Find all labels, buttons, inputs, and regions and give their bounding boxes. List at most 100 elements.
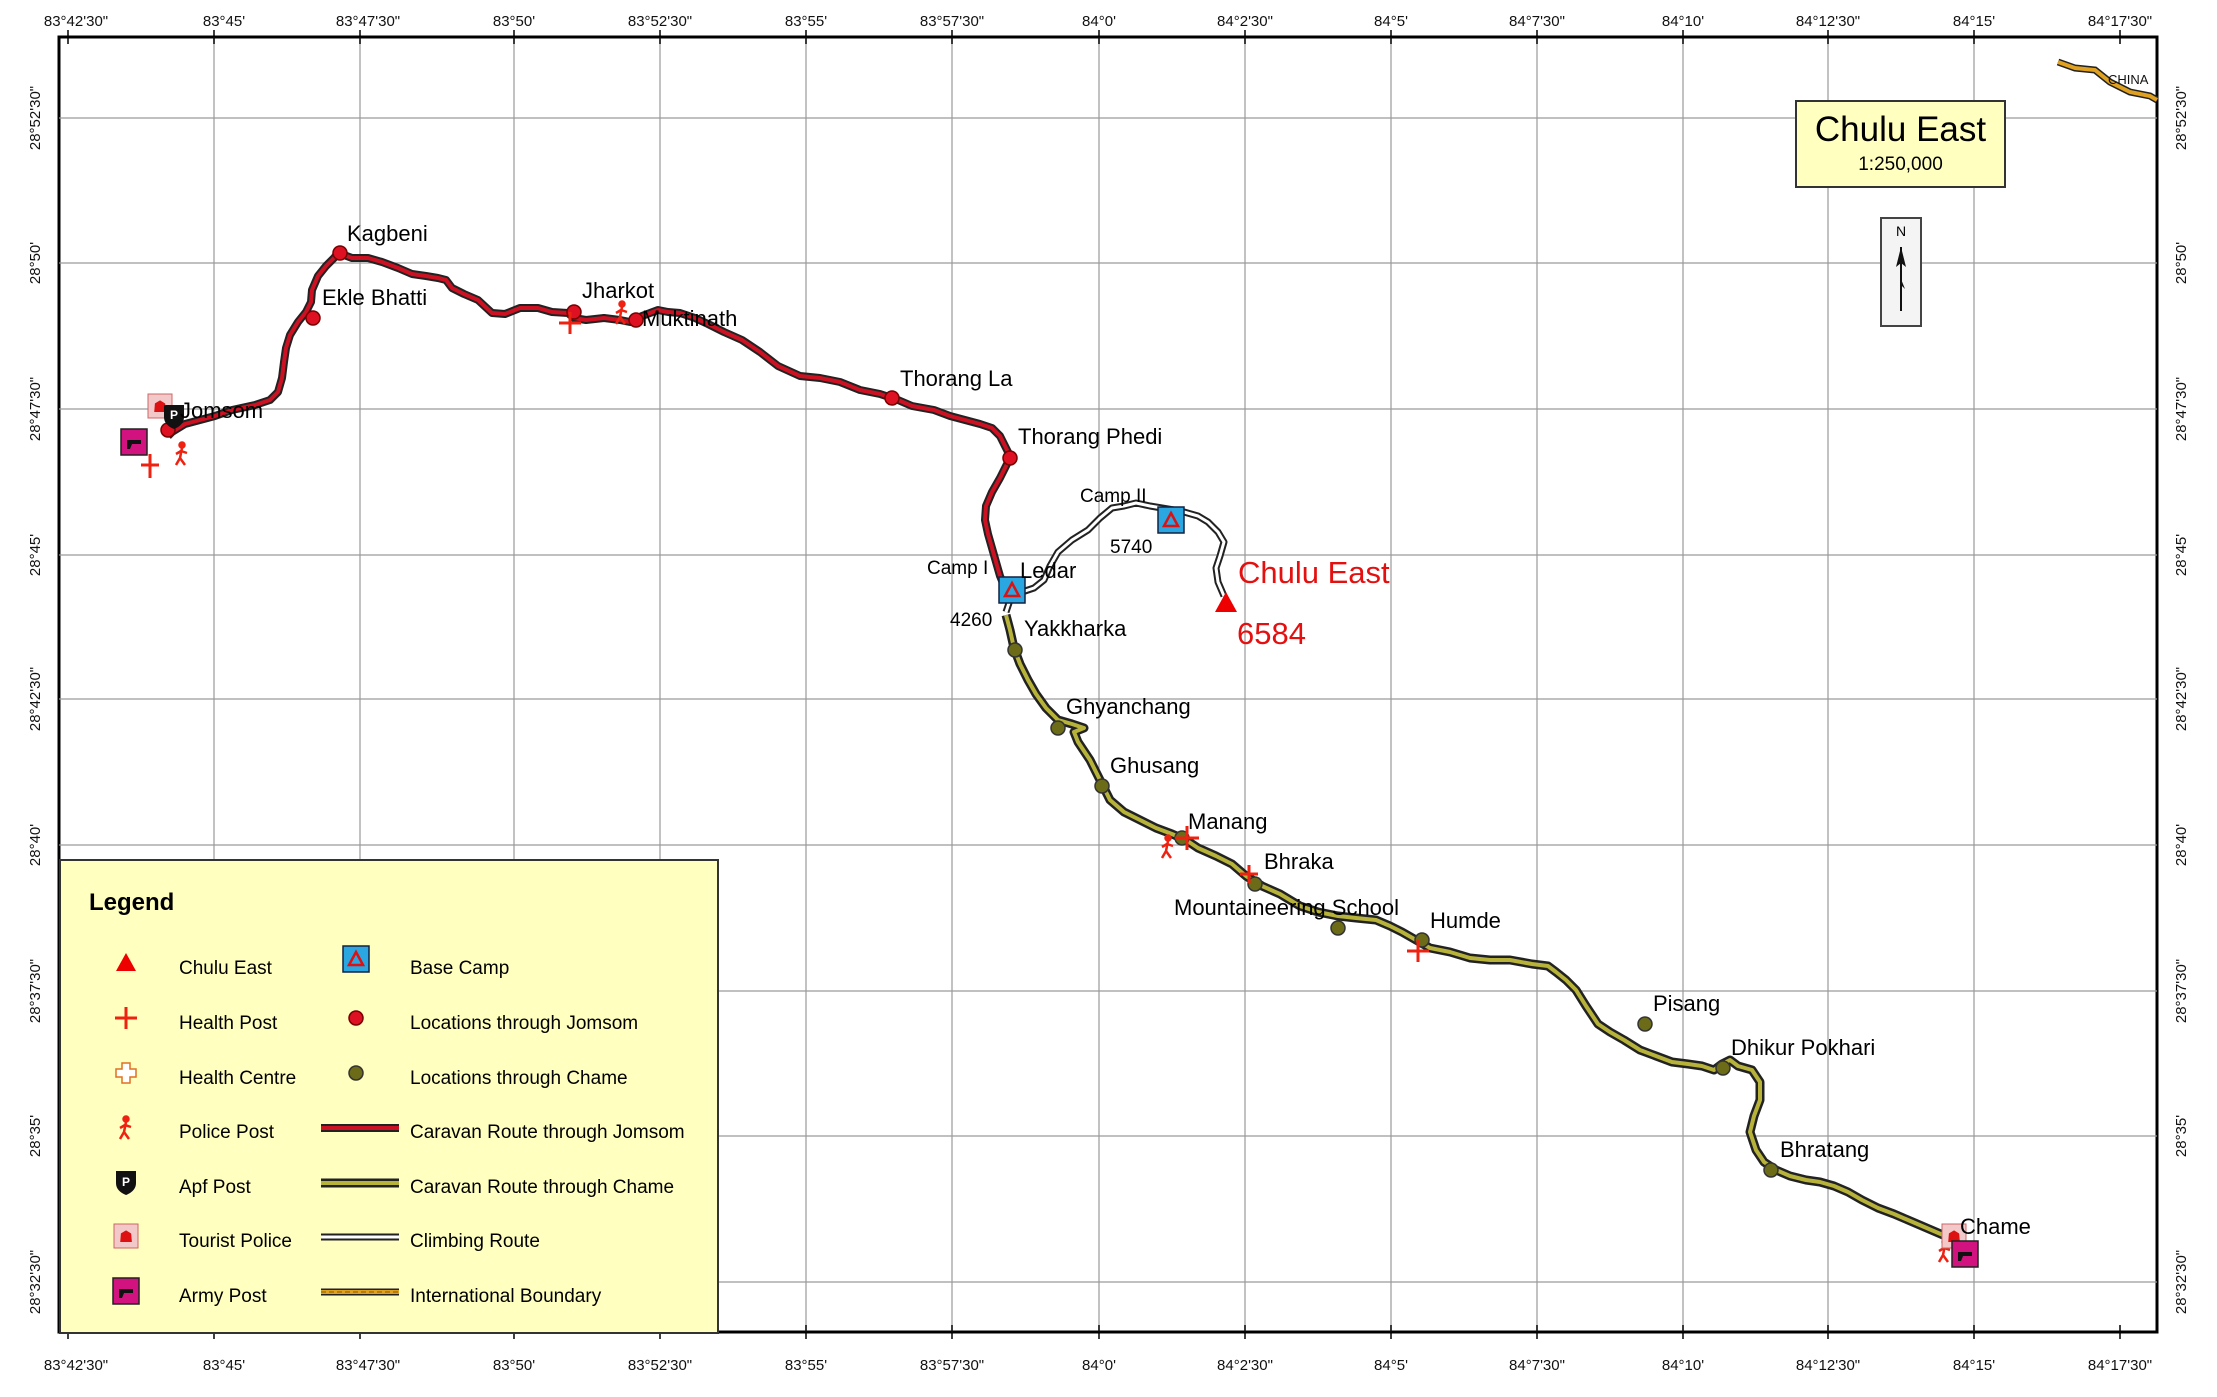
map-title-box: Chulu East 1:250,000 <box>1795 100 2006 188</box>
jomsom-locations <box>160 245 1018 466</box>
label-jharkot: Jharkot <box>582 278 654 303</box>
ghusang-marker <box>1094 778 1110 794</box>
label-ekle-bhatti: Ekle Bhatti <box>322 285 427 310</box>
svg-text:☗: ☗ <box>153 399 167 416</box>
svg-text:P: P <box>170 408 178 422</box>
label-thorang-la: Thorang La <box>900 366 1013 391</box>
army-post-icon <box>1951 1240 1979 1268</box>
place-labels: Kagbeni Ekle Bhatti Jharkot Muktinath Jo… <box>180 221 2031 1239</box>
jomsom-location-icon <box>348 1010 364 1026</box>
label-camp2: Camp II <box>1080 486 1147 507</box>
lon-tick-label: 84°7'30" <box>1509 13 1565 30</box>
dhikur-pokhari-marker <box>1715 1060 1731 1076</box>
lat-tick-label: 28°37'30" <box>2173 959 2190 1023</box>
health-centre-icon <box>115 1062 137 1084</box>
base-camp-icon <box>342 945 370 973</box>
international-boundary: CHINA <box>2056 58 2159 104</box>
lon-tick-label: 84°12'30" <box>1796 13 1860 30</box>
police-post-icon <box>614 300 628 325</box>
lon-tick-label: 84°10' <box>1662 13 1704 30</box>
label-muktinath: Muktinath <box>642 306 737 331</box>
army-post-icon <box>112 1277 140 1305</box>
lon-tick-label: 83°55' <box>785 1357 827 1374</box>
base-camps <box>998 506 1185 604</box>
lon-tick-label: 84°2'30" <box>1217 1357 1273 1374</box>
lon-tick-label: 83°42'30" <box>44 13 108 30</box>
legend-label: Base Camp <box>410 958 510 979</box>
lat-tick-label: 28°47'30" <box>2173 377 2190 441</box>
lat-tick-label: 28°40' <box>27 824 44 866</box>
police-post-icon <box>118 1115 132 1140</box>
lon-tick-label: 83°47'30" <box>336 1357 400 1374</box>
lon-tick-label: 84°0' <box>1082 1357 1116 1374</box>
lon-tick-label: 84°15' <box>1953 13 1995 30</box>
police-post-icon <box>174 441 188 466</box>
label-chame: Chame <box>1960 1214 2031 1239</box>
label-camp1: Camp I <box>927 558 988 579</box>
label-mountaineering-school: Mountaineering School <box>1174 895 1399 920</box>
peak-triangle-icon <box>1215 592 1237 612</box>
legend-panel: Legend Chulu East Health Post Health Cen… <box>59 859 719 1334</box>
legend-label: Chulu East <box>179 958 272 979</box>
lat-tick-label: 28°45' <box>2173 534 2190 576</box>
lon-tick-label: 83°57'30" <box>920 13 984 30</box>
map-title: Chulu East <box>1814 110 1987 149</box>
lat-tick-label: 28°37'30" <box>27 959 44 1023</box>
svg-text:☗: ☗ <box>119 1229 133 1246</box>
legend-label: Caravan Route through Jomsom <box>410 1122 685 1143</box>
label-thorang-phedi: Thorang Phedi <box>1018 424 1162 449</box>
bhraka-marker <box>1247 876 1263 892</box>
lon-tick-label: 84°12'30" <box>1796 1357 1860 1374</box>
lat-tick-label: 28°42'30" <box>27 667 44 731</box>
health-post-icon <box>115 1007 137 1029</box>
lon-labels-top: 83°42'30" 83°45' 83°47'30" 83°50' 83°52'… <box>44 13 2152 30</box>
bhratang-marker <box>1763 1162 1779 1178</box>
legend-title: Legend <box>89 889 175 916</box>
label-bhratang: Bhratang <box>1780 1137 1869 1162</box>
legend-label: Police Post <box>179 1122 275 1143</box>
peak-marker: Chulu East 6584 <box>1215 555 1390 651</box>
legend-label: Locations through Jomsom <box>410 1013 639 1034</box>
climbing-route <box>1002 499 1228 614</box>
chame-location-icon <box>348 1065 364 1081</box>
lon-tick-label: 83°47'30" <box>336 13 400 30</box>
north-label: N <box>1895 223 1907 239</box>
lat-tick-label: 28°47'30" <box>27 377 44 441</box>
lat-tick-label: 28°52'30" <box>27 86 44 150</box>
label-pisang: Pisang <box>1653 991 1720 1016</box>
lat-tick-label: 28°32'30" <box>2173 1250 2190 1314</box>
tourist-police-icon: ☗ <box>113 1223 139 1249</box>
label-humde: Humde <box>1430 908 1501 933</box>
lon-tick-label: 84°0' <box>1082 13 1116 30</box>
thorang-la-marker <box>884 390 900 406</box>
label-kagbeni: Kagbeni <box>347 221 428 246</box>
apf-post-icon: P <box>116 1171 136 1195</box>
lon-tick-label: 83°50' <box>493 1357 535 1374</box>
china-label: CHINA <box>2108 72 2149 87</box>
lat-labels-left: 28°52'30" 28°50' 28°47'30" 28°45' 28°42'… <box>27 86 44 1314</box>
lon-tick-label: 84°7'30" <box>1509 1357 1565 1374</box>
climbing-route-line-icon <box>321 1233 399 1241</box>
label-camp1-elevation: 4260 <box>950 610 992 631</box>
base-camp-icon <box>1157 506 1185 534</box>
army-posts <box>120 428 1979 1268</box>
label-manang: Manang <box>1188 809 1268 834</box>
map-scale: 1:250,000 <box>1858 154 1943 175</box>
health-post-icon <box>559 312 581 334</box>
muktinath-marker <box>628 312 644 328</box>
lon-tick-label: 83°52'30" <box>628 13 692 30</box>
lon-tick-label: 84°5' <box>1374 13 1408 30</box>
ekle-bhatti-marker <box>305 310 321 326</box>
police-post-icon <box>1160 834 1174 859</box>
health-post-icon <box>1175 826 1199 850</box>
boundary-line-icon <box>321 1288 399 1296</box>
label-ghyanchang: Ghyanchang <box>1066 694 1191 719</box>
lat-tick-label: 28°52'30" <box>2173 86 2190 150</box>
lon-tick-label: 84°5' <box>1374 1357 1408 1374</box>
legend-label: Health Centre <box>179 1068 297 1089</box>
lon-tick-label: 83°50' <box>493 13 535 30</box>
yakkharka-marker <box>1007 642 1023 658</box>
apf-post-icon: P <box>164 405 184 429</box>
lat-tick-label: 28°35' <box>2173 1115 2190 1157</box>
